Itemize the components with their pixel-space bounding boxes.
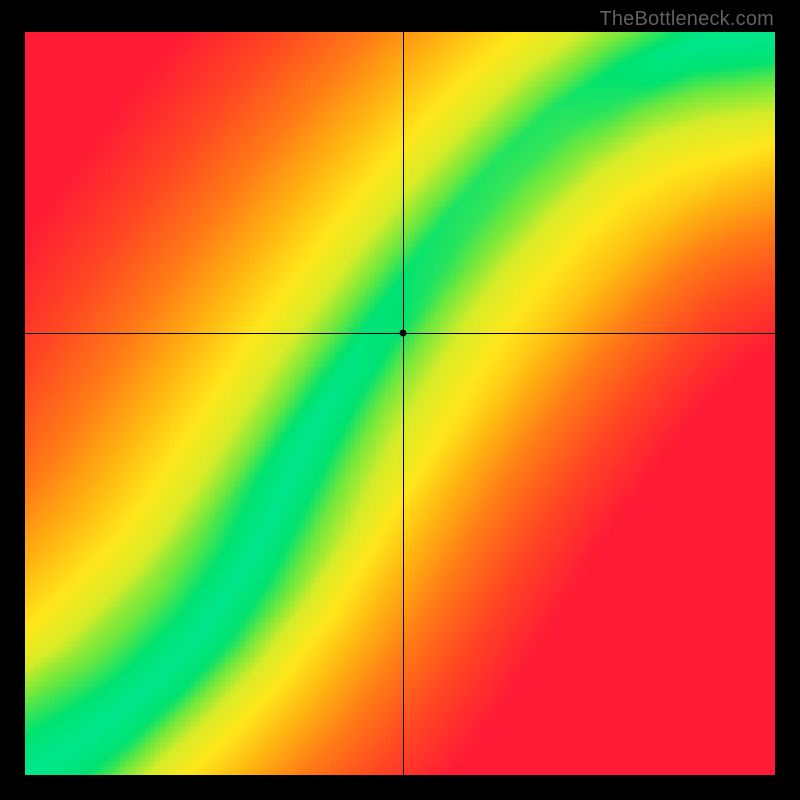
watermark-text: TheBottleneck.com [599,8,774,31]
heatmap-plot [25,32,775,775]
chart-container: TheBottleneck.com [0,0,800,800]
crosshair-vertical [403,32,404,775]
crosshair-dot [400,329,407,336]
heatmap-canvas [25,32,775,775]
